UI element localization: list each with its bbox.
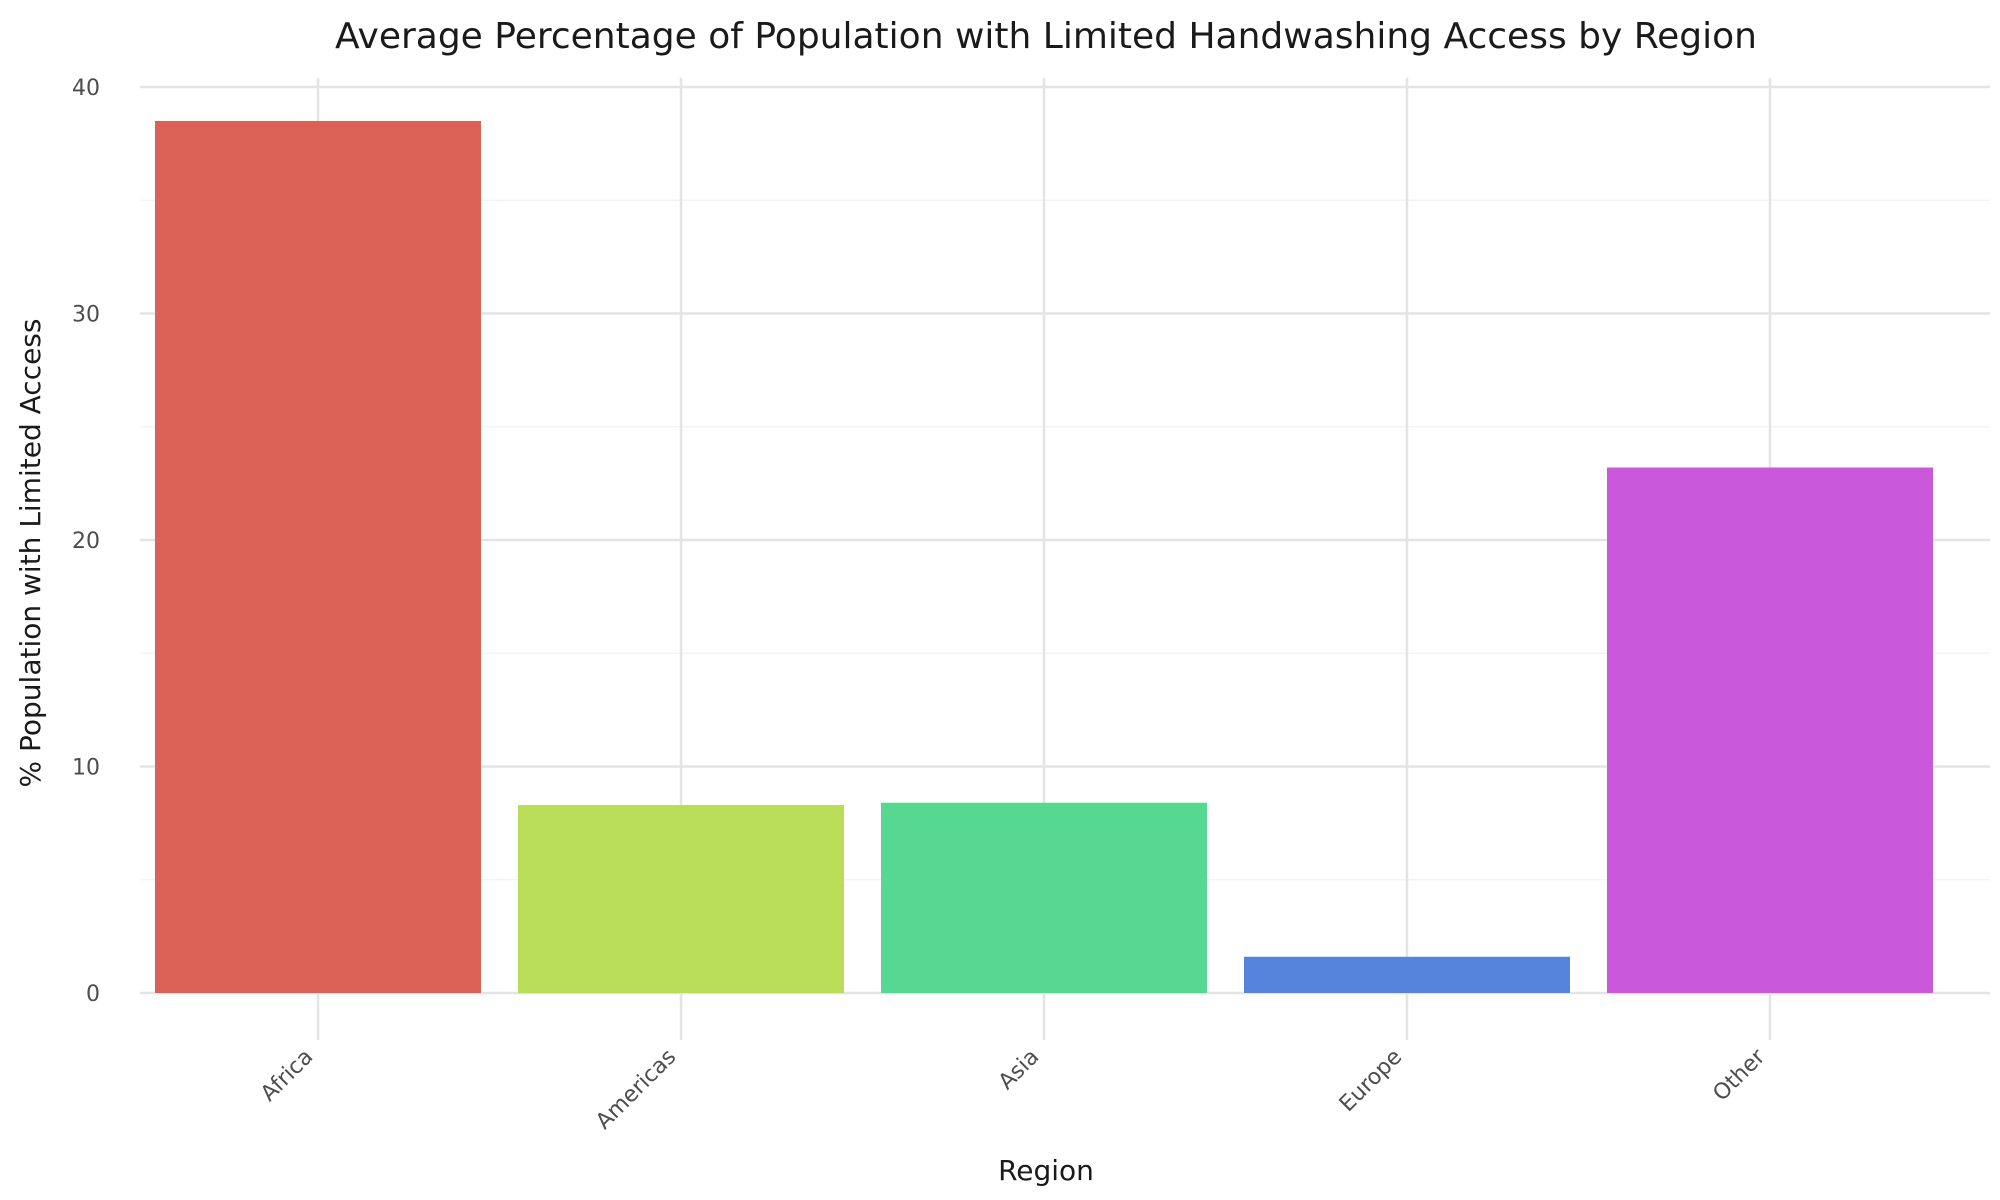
x-tick-label: Europe bbox=[1335, 1045, 1407, 1117]
x-tick-label: Asia bbox=[994, 1045, 1044, 1095]
y-tick-label: 20 bbox=[72, 529, 100, 554]
x-tick-label: Other bbox=[1708, 1044, 1771, 1107]
bar-other bbox=[1607, 467, 1933, 993]
bar-europe bbox=[1244, 956, 1570, 993]
y-tick-label: 10 bbox=[72, 756, 100, 781]
bar-americas bbox=[518, 805, 844, 993]
x-axis-title: Region bbox=[998, 1154, 1094, 1187]
x-tick-label: Africa bbox=[256, 1045, 318, 1107]
x-tick-label: Americas bbox=[591, 1045, 681, 1135]
y-axis-title: % Population with Limited Access bbox=[14, 319, 47, 788]
bar-africa bbox=[155, 120, 481, 994]
y-tick-label: 40 bbox=[72, 76, 100, 101]
bar-asia bbox=[881, 802, 1207, 993]
y-tick-label: 0 bbox=[86, 982, 100, 1007]
y-tick-label: 30 bbox=[72, 303, 100, 328]
chart-title: Average Percentage of Population with Li… bbox=[335, 16, 1757, 57]
bars bbox=[155, 120, 1933, 994]
